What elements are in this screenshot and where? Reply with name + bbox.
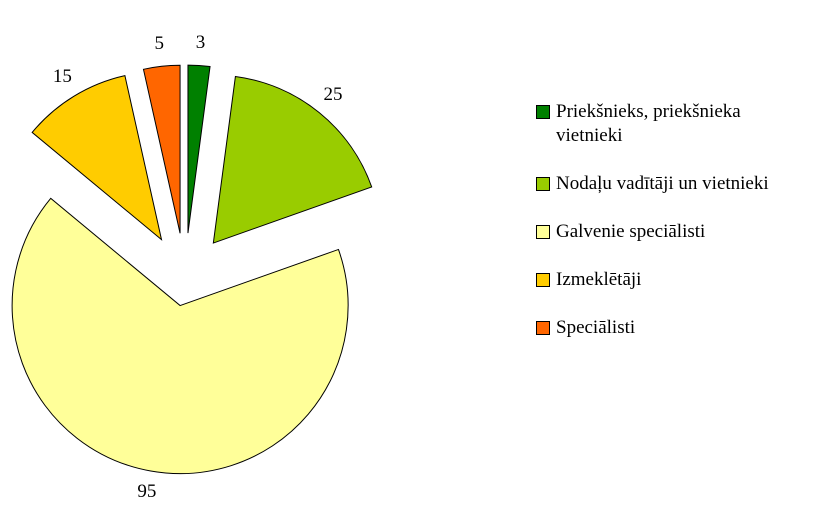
data-label: 3 — [196, 32, 206, 53]
legend-label: Galvenie speciālisti — [556, 221, 706, 242]
legend-swatch — [536, 177, 550, 191]
pie-slice — [31, 75, 163, 241]
pie-slice — [11, 197, 349, 475]
pie-slice — [187, 64, 211, 234]
pie-slice — [212, 75, 373, 244]
legend-label: Priekšnieks, priekšnieka vietnieki — [556, 101, 741, 146]
data-label: 5 — [154, 33, 164, 54]
data-label: 25 — [323, 84, 342, 105]
legend-label: Speciālisti — [556, 317, 636, 338]
legend-item: Galvenie speciālisti — [536, 220, 824, 244]
legend-item: Izmeklētāji — [536, 268, 824, 292]
data-label: 15 — [53, 66, 72, 87]
legend-item: Speciālisti — [536, 316, 824, 340]
legend-swatch — [536, 225, 550, 239]
legend-item: Priekšnieks, priekšnieka vietnieki — [536, 100, 824, 148]
legend-item: Nodaļu vadītāji un vietnieki — [536, 172, 824, 196]
pie-slice — [142, 64, 181, 234]
legend-swatch — [536, 321, 550, 335]
data-label: 95 — [137, 481, 156, 502]
legend-label: Izmeklētāji — [556, 269, 642, 290]
legend-swatch — [536, 105, 550, 119]
legend-swatch — [536, 273, 550, 287]
legend-label: Nodaļu vadītāji un vietnieki — [556, 173, 769, 194]
legend: Priekšnieks, priekšnieka vietnieki Nodaļu… — [536, 100, 824, 364]
